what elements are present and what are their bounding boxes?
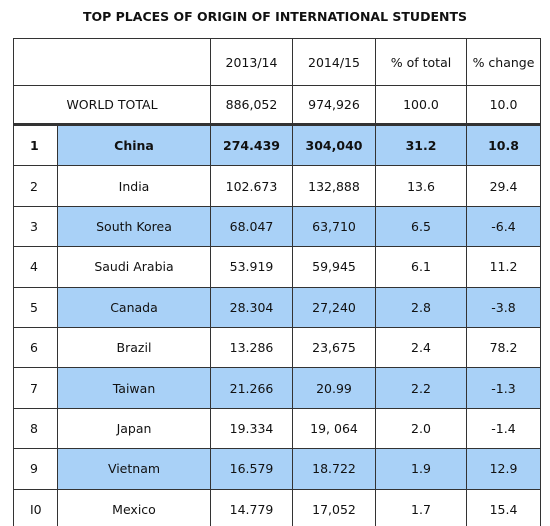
table-cell: 31.2 [375, 122, 467, 167]
table-cell: -6.4 [466, 205, 541, 248]
table-cell: Vietnam [57, 448, 211, 490]
table-cell: China [57, 122, 211, 167]
table-cell: 2.0 [375, 407, 467, 450]
table-cell: Brazil [57, 326, 211, 369]
table-row: 8 Japan 19.334 19, 064 2.0 -1.4 [13, 407, 541, 450]
total-cell: 10.0 [466, 85, 541, 125]
table-row: 4 Saudi Arabia 53.919 59,945 6.1 11.2 [13, 246, 541, 288]
table-cell: 6.1 [375, 246, 467, 288]
table-title: TOP PLACES OF ORIGIN OF INTERNATIONAL ST… [82, 9, 467, 24]
table-cell: 78.2 [466, 326, 541, 369]
rank-cell: 6 [13, 326, 58, 369]
rank-cell: I0 [13, 488, 58, 526]
table-cell: 17,052 [292, 488, 376, 526]
rank-cell: 9 [13, 448, 58, 490]
table-cell: -1.3 [466, 367, 541, 409]
table-cell: 304,040 [292, 122, 376, 167]
rank-cell: 5 [13, 286, 58, 328]
table-cell: 27,240 [292, 286, 376, 328]
total-cell: WORLD TOTAL [13, 85, 211, 125]
table-cell: 132,888 [292, 165, 376, 207]
header-cell: 2014/15 [292, 38, 376, 86]
table-row: I0 Mexico 14.779 17,052 1.7 15.4 [13, 488, 541, 526]
table-cell: Mexico [57, 488, 211, 526]
table-cell: 21.266 [210, 367, 293, 409]
table-cell: India [57, 165, 211, 207]
table-cell: 53.919 [210, 246, 293, 288]
table-cell: 274.439 [210, 122, 293, 167]
table-cell: 15.4 [466, 488, 541, 526]
table-cell: 2.8 [375, 286, 467, 328]
table-row: 3 South Korea 68.047 63,710 6.5 -6.4 [13, 205, 541, 248]
table-row: 1 China 274.439 304,040 31.2 10.8 [13, 122, 541, 167]
table-cell: Japan [57, 407, 211, 450]
table-cell: -1.4 [466, 407, 541, 450]
total-cell: 974,926 [292, 85, 376, 125]
table-cell: 6.5 [375, 205, 467, 248]
table-cell: -3.8 [466, 286, 541, 328]
table-cell: 28.304 [210, 286, 293, 328]
table-row: 5 Canada 28.304 27,240 2.8 -3.8 [13, 286, 541, 328]
table-cell: 19, 064 [292, 407, 376, 450]
table-cell: 59,945 [292, 246, 376, 288]
table-row: 9 Vietnam 16.579 18.722 1.9 12.9 [13, 448, 541, 490]
data-table: 2013/14 2014/15% of total% change WORLD TO… [13, 38, 541, 526]
table-row: 6 Brazil 13.286 23,675 2.4 78.2 [13, 326, 541, 369]
rank-cell: 2 [13, 165, 58, 207]
header-cell: 2013/14 [210, 38, 293, 86]
rank-cell: 3 [13, 205, 58, 248]
header-cell [13, 38, 211, 86]
table-cell: 11.2 [466, 246, 541, 288]
table-cell: 102.673 [210, 165, 293, 207]
rank-cell: 7 [13, 367, 58, 409]
table-cell: 1.7 [375, 488, 467, 526]
table-cell: 1.9 [375, 448, 467, 490]
table-cell: 29.4 [466, 165, 541, 207]
table-cell: Taiwan [57, 367, 211, 409]
table-cell: 18.722 [292, 448, 376, 490]
table-row: 7 Taiwan 21.266 20.99 2.2 -1.3 [13, 367, 541, 409]
table-cell: 63,710 [292, 205, 376, 248]
rank-cell: 4 [13, 246, 58, 288]
header-cell: % of total [375, 38, 467, 86]
table-cell: 2.4 [375, 326, 467, 369]
table-cell: 23,675 [292, 326, 376, 369]
total-row: WORLD TOTAL 886,052 974,926 100.0 10.0 [13, 85, 541, 125]
header-cell: % change [466, 38, 541, 86]
table-cell: 14.779 [210, 488, 293, 526]
table-cell: South Korea [57, 205, 211, 248]
table-cell: 10.8 [466, 122, 541, 167]
table-row: 2 India 102.673 132,888 13.6 29.4 [13, 165, 541, 207]
table-cell: Canada [57, 286, 211, 328]
table-cell: 13.286 [210, 326, 293, 369]
header-row: 2013/14 2014/15% of total% change [13, 38, 541, 86]
table-cell: 68.047 [210, 205, 293, 248]
table-cell: 16.579 [210, 448, 293, 490]
table-cell: 19.334 [210, 407, 293, 450]
rank-cell: 8 [13, 407, 58, 450]
table-cell: 13.6 [375, 165, 467, 207]
total-cell: 100.0 [375, 85, 467, 125]
table-cell: 20.99 [292, 367, 376, 409]
table-cell: 12.9 [466, 448, 541, 490]
total-cell: 886,052 [210, 85, 293, 125]
table-cell: Saudi Arabia [57, 246, 211, 288]
rank-cell: 1 [13, 122, 58, 167]
table-cell: 2.2 [375, 367, 467, 409]
